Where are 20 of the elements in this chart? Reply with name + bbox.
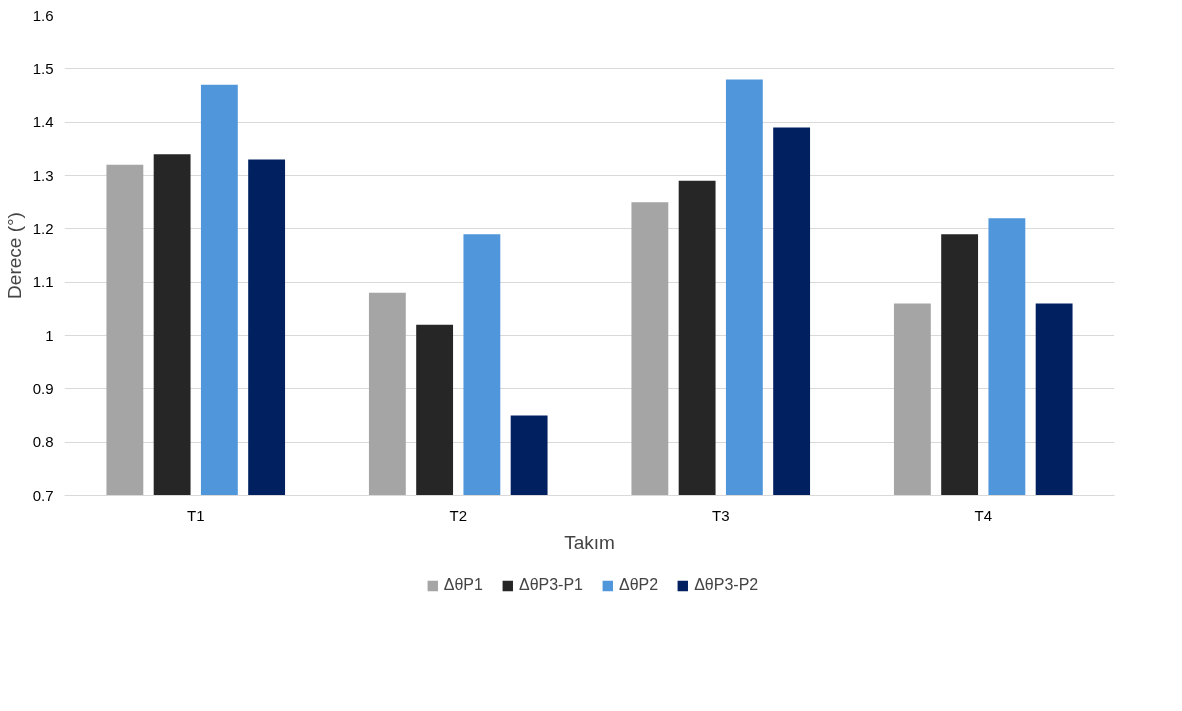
x-tick-label: T4 — [974, 506, 993, 524]
legend-label: ΔθP3-P1 — [518, 576, 583, 594]
y-tick-label: 1.2 — [32, 219, 54, 237]
legend-label: ΔθP3-P2 — [694, 576, 759, 594]
x-tick-label: T2 — [449, 506, 468, 524]
y-tick-label: 1 — [45, 326, 54, 344]
y-tick-label: 1.5 — [32, 59, 54, 77]
x-tick-label: T3 — [712, 506, 730, 524]
y-tick-label: 0.7 — [32, 486, 54, 504]
legend-label: ΔθP2 — [619, 576, 659, 594]
legend-label: ΔθP1 — [443, 576, 483, 594]
y-tick-label: 1.1 — [32, 273, 54, 291]
x-axis-title: Takım — [564, 531, 615, 553]
y-tick-label: 0.8 — [32, 433, 54, 451]
y-axis-title: Derece (°) — [3, 212, 25, 299]
y-tick-label: 1.6 — [32, 6, 54, 24]
y-tick-label: 1.3 — [32, 166, 54, 184]
x-tick-label: T1 — [187, 506, 205, 524]
y-tick-label: 0.9 — [32, 379, 54, 397]
y-tick-label: 1.4 — [32, 113, 54, 131]
